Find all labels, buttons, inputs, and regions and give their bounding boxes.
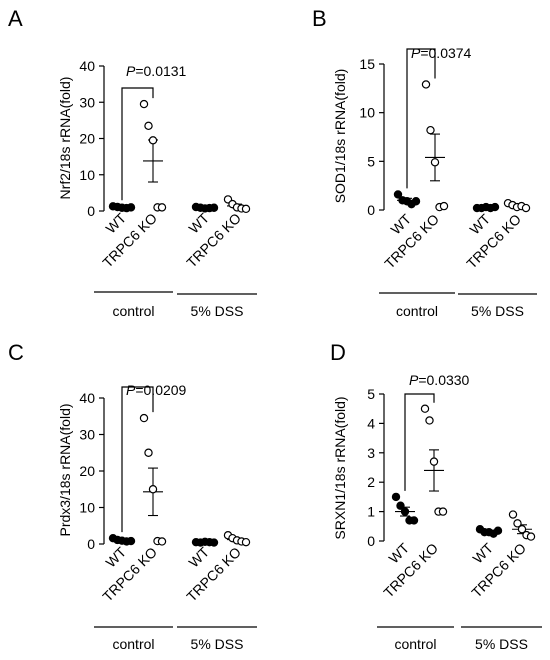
group-label: 5% DSS (191, 303, 244, 319)
y-tick-label: 20 (79, 131, 95, 147)
panel-letter: D (330, 340, 346, 365)
data-point (420, 404, 430, 413)
y-axis-label: SOD1/18s rRNA(fold) (332, 69, 348, 204)
data-point (209, 203, 219, 212)
data-point (144, 448, 153, 457)
y-tick-label: 40 (79, 390, 95, 406)
x-category-label: WT (469, 539, 496, 566)
p-value-label: P=0.0330 (409, 372, 470, 388)
data-point (209, 538, 219, 547)
data-point (400, 507, 410, 516)
data-point (411, 197, 421, 206)
data-point (429, 457, 439, 466)
data-point (521, 203, 531, 213)
data-point (157, 537, 167, 546)
y-tick-label: 10 (359, 105, 375, 121)
panel-letter: B (312, 6, 327, 31)
data-point (409, 516, 419, 525)
p-value-text: =0.0131 (135, 63, 186, 79)
significance-bracket (121, 87, 154, 201)
p-value-symbol: P (409, 372, 419, 388)
y-tick-label: 1 (367, 504, 375, 520)
p-value-label: P=0.0209 (126, 382, 187, 398)
significance-bracket (121, 386, 154, 533)
group-label: 5% DSS (191, 636, 244, 652)
p-value-label: P=0.0131 (126, 63, 187, 79)
group-label: 5% DSS (475, 636, 528, 652)
p-value-text: =0.0209 (135, 382, 186, 398)
y-tick-label: 15 (359, 56, 375, 72)
group-label: 5% DSS (471, 303, 524, 319)
y-axis-label: Nrf2/18s rRNA(fold) (57, 77, 73, 200)
data-point (391, 492, 401, 502)
data-point (144, 121, 153, 131)
y-tick-label: 0 (367, 533, 375, 549)
data-point (139, 99, 149, 109)
data-point (126, 536, 136, 546)
y-tick-label: 20 (79, 463, 95, 479)
data-point (513, 519, 522, 528)
y-tick-label: 2 (367, 474, 375, 490)
y-tick-label: 0 (87, 536, 95, 552)
p-value-symbol: P (411, 45, 421, 61)
y-axis-label: Prdx3/18s rRNA(fold) (57, 403, 73, 536)
data-point (439, 201, 449, 211)
p-value-text: =0.0330 (418, 372, 469, 388)
y-tick-label: 4 (367, 415, 375, 431)
y-tick-label: 30 (79, 427, 95, 443)
group-label: control (394, 636, 436, 652)
data-point (430, 158, 440, 167)
panel-letter: C (8, 340, 24, 365)
p-value-text: =0.0374 (420, 45, 471, 61)
y-tick-label: 30 (79, 94, 95, 110)
data-point (157, 203, 167, 212)
data-point (126, 203, 136, 212)
data-point (490, 202, 500, 212)
data-point (393, 190, 403, 199)
data-point (526, 532, 536, 541)
data-point (438, 507, 448, 516)
group-label: control (112, 303, 154, 319)
data-point (508, 510, 518, 519)
panel-c: C 0 10 20 30 40 Prdx3/18s rRNA(fold) P=0.0209 WT… (8, 340, 257, 652)
x-category-label: TRPC6 KO (380, 540, 441, 601)
significance-bracket (404, 393, 435, 491)
significance-bracket (406, 48, 436, 189)
data-point (148, 136, 158, 145)
group-label: control (396, 303, 438, 319)
data-point (493, 526, 503, 535)
p-value-symbol: P (126, 63, 136, 79)
data-point (426, 125, 435, 135)
p-value-symbol: P (126, 382, 136, 398)
data-point (425, 416, 434, 425)
y-tick-label: 5 (367, 153, 375, 169)
panel-d: D 0 1 2 3 4 5 SRXN1/18s rRNA(fold) P=0.0330 WT TRP… (330, 340, 542, 652)
data-point (517, 525, 527, 534)
data-point (241, 204, 251, 214)
group-label: control (112, 636, 154, 652)
y-tick-label: 0 (367, 202, 375, 218)
y-tick-label: 5 (367, 386, 375, 402)
y-axis-label: SRXN1/18s rRNA(fold) (332, 396, 348, 539)
y-tick-label: 0 (87, 203, 95, 219)
data-point (241, 537, 251, 547)
data-point (421, 80, 431, 89)
y-tick-label: 40 (79, 58, 95, 74)
y-tick-label: 10 (79, 167, 95, 183)
x-category-label: WT (185, 543, 212, 570)
data-point (139, 413, 149, 423)
panel-letter: A (8, 6, 23, 31)
y-tick-label: 3 (367, 445, 375, 461)
y-tick-label: 10 (79, 500, 95, 516)
x-category-label: WT (185, 209, 212, 236)
data-point (148, 485, 158, 494)
data-point (396, 501, 405, 510)
p-value-label: P=0.0374 (411, 45, 472, 61)
